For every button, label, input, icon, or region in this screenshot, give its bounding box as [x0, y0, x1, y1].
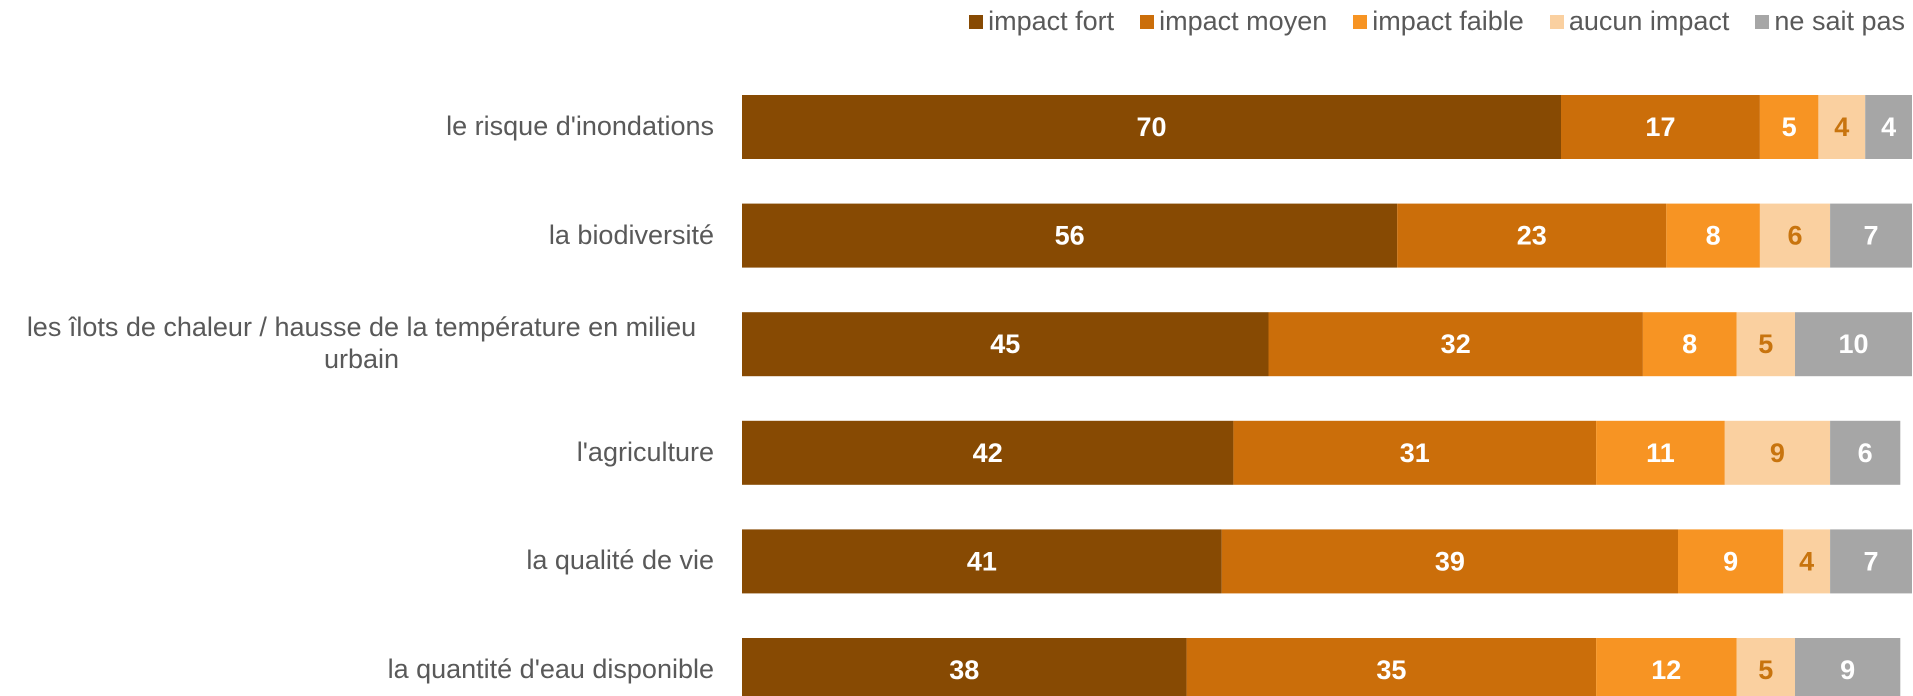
legend-label: ne sait pas [1774, 6, 1905, 36]
value-label: 8 [1706, 221, 1721, 251]
bar-segment [742, 312, 1269, 377]
category-text: la qualité de vie [526, 545, 714, 576]
bar-segment [1830, 529, 1912, 594]
bar-segment [1186, 638, 1597, 696]
value-label: 9 [1840, 655, 1855, 685]
bar-segment [1678, 529, 1784, 594]
value-label: 4 [1881, 112, 1896, 142]
legend-item: impact fort [969, 6, 1114, 37]
value-label: 11 [1646, 438, 1675, 468]
category-text: l'agriculture [576, 436, 714, 467]
bar-segment [742, 529, 1222, 594]
category-label: la biodiversité [9, 220, 714, 252]
bar-segment [1783, 529, 1831, 594]
bar-segment [1561, 95, 1760, 159]
legend-swatch [969, 14, 984, 29]
bar-segment [1795, 638, 1901, 696]
bar-segment [1642, 312, 1737, 377]
category-label: la quantité d'eau disponible [9, 654, 714, 686]
value-label: 5 [1758, 655, 1773, 685]
category-label: l'agriculture [9, 437, 714, 469]
value-label: 38 [949, 655, 979, 685]
bar-segment [742, 95, 1561, 159]
bar-segment [742, 420, 1234, 485]
value-label: 23 [1517, 221, 1547, 251]
bar-segment [1830, 420, 1901, 485]
bar-segment [1221, 529, 1678, 594]
category-text: la biodiversité [548, 219, 714, 250]
legend-swatch [1140, 14, 1155, 29]
value-label: 6 [1858, 438, 1873, 468]
legend-label: aucun impact [1568, 6, 1730, 36]
category-text: le risque d'inondations [446, 111, 714, 142]
value-label: 7 [1864, 546, 1879, 576]
value-label: 42 [973, 438, 1003, 468]
bar-segment [742, 638, 1187, 696]
value-label: 7 [1864, 221, 1879, 251]
value-label: 31 [1400, 438, 1430, 468]
value-label: 39 [1435, 546, 1465, 576]
value-label: 41 [967, 546, 997, 576]
value-label: 35 [1376, 655, 1406, 685]
value-label: 17 [1645, 112, 1675, 142]
legend-swatch [1353, 14, 1368, 29]
bar-segment [1736, 312, 1795, 377]
legend-item: ne sait pas [1755, 6, 1905, 37]
bar-segment [742, 203, 1398, 268]
bar-segment [1268, 312, 1643, 377]
bar-segment [1736, 638, 1795, 696]
category-text: la quantité d'eau disponible [387, 654, 714, 685]
bar-segment [1795, 312, 1912, 377]
value-label: 9 [1770, 438, 1785, 468]
value-label: 56 [1055, 221, 1085, 251]
value-label: 12 [1651, 655, 1681, 685]
legend-item: impact moyen [1140, 6, 1327, 37]
legend-item: impact faible [1353, 6, 1524, 37]
bar-segment [1666, 203, 1760, 268]
legend: impact fort impact moyen impact faible aucu… [969, 6, 1905, 37]
value-label: 6 [1787, 221, 1802, 251]
bar-segment [1724, 420, 1831, 485]
value-label: 45 [990, 329, 1020, 359]
value-label: 4 [1834, 112, 1849, 142]
bar-segment [1596, 420, 1725, 485]
value-label: 70 [1136, 112, 1166, 142]
bar-segment [1865, 95, 1912, 159]
bar-segment [1233, 420, 1597, 485]
bar-segment [1818, 95, 1866, 159]
value-label: 4 [1799, 546, 1814, 576]
value-label: 9 [1723, 546, 1738, 576]
legend-label: impact fort [988, 6, 1115, 36]
legend-item: aucun impact [1549, 6, 1730, 37]
value-label: 10 [1838, 329, 1868, 359]
value-label: 8 [1682, 329, 1697, 359]
category-label: les îlots de chaleur / hausse de la temp… [9, 312, 714, 376]
category-label: le risque d'inondations [9, 111, 714, 143]
value-label: 32 [1441, 329, 1471, 359]
value-label: 5 [1758, 329, 1773, 359]
bar-segment [1759, 95, 1819, 159]
legend-swatch [1549, 14, 1564, 29]
bar-segment [1397, 203, 1667, 268]
bar-segment [1759, 203, 1831, 268]
legend-label: impact moyen [1159, 6, 1328, 36]
bar-segment [1596, 638, 1737, 696]
category-text: les îlots de chaleur / hausse de la temp… [26, 312, 697, 375]
value-label: 5 [1782, 112, 1797, 142]
bar-segment [1830, 203, 1912, 268]
legend-label: impact faible [1372, 6, 1524, 36]
legend-swatch [1755, 14, 1770, 29]
category-label: la qualité de vie [9, 545, 714, 577]
